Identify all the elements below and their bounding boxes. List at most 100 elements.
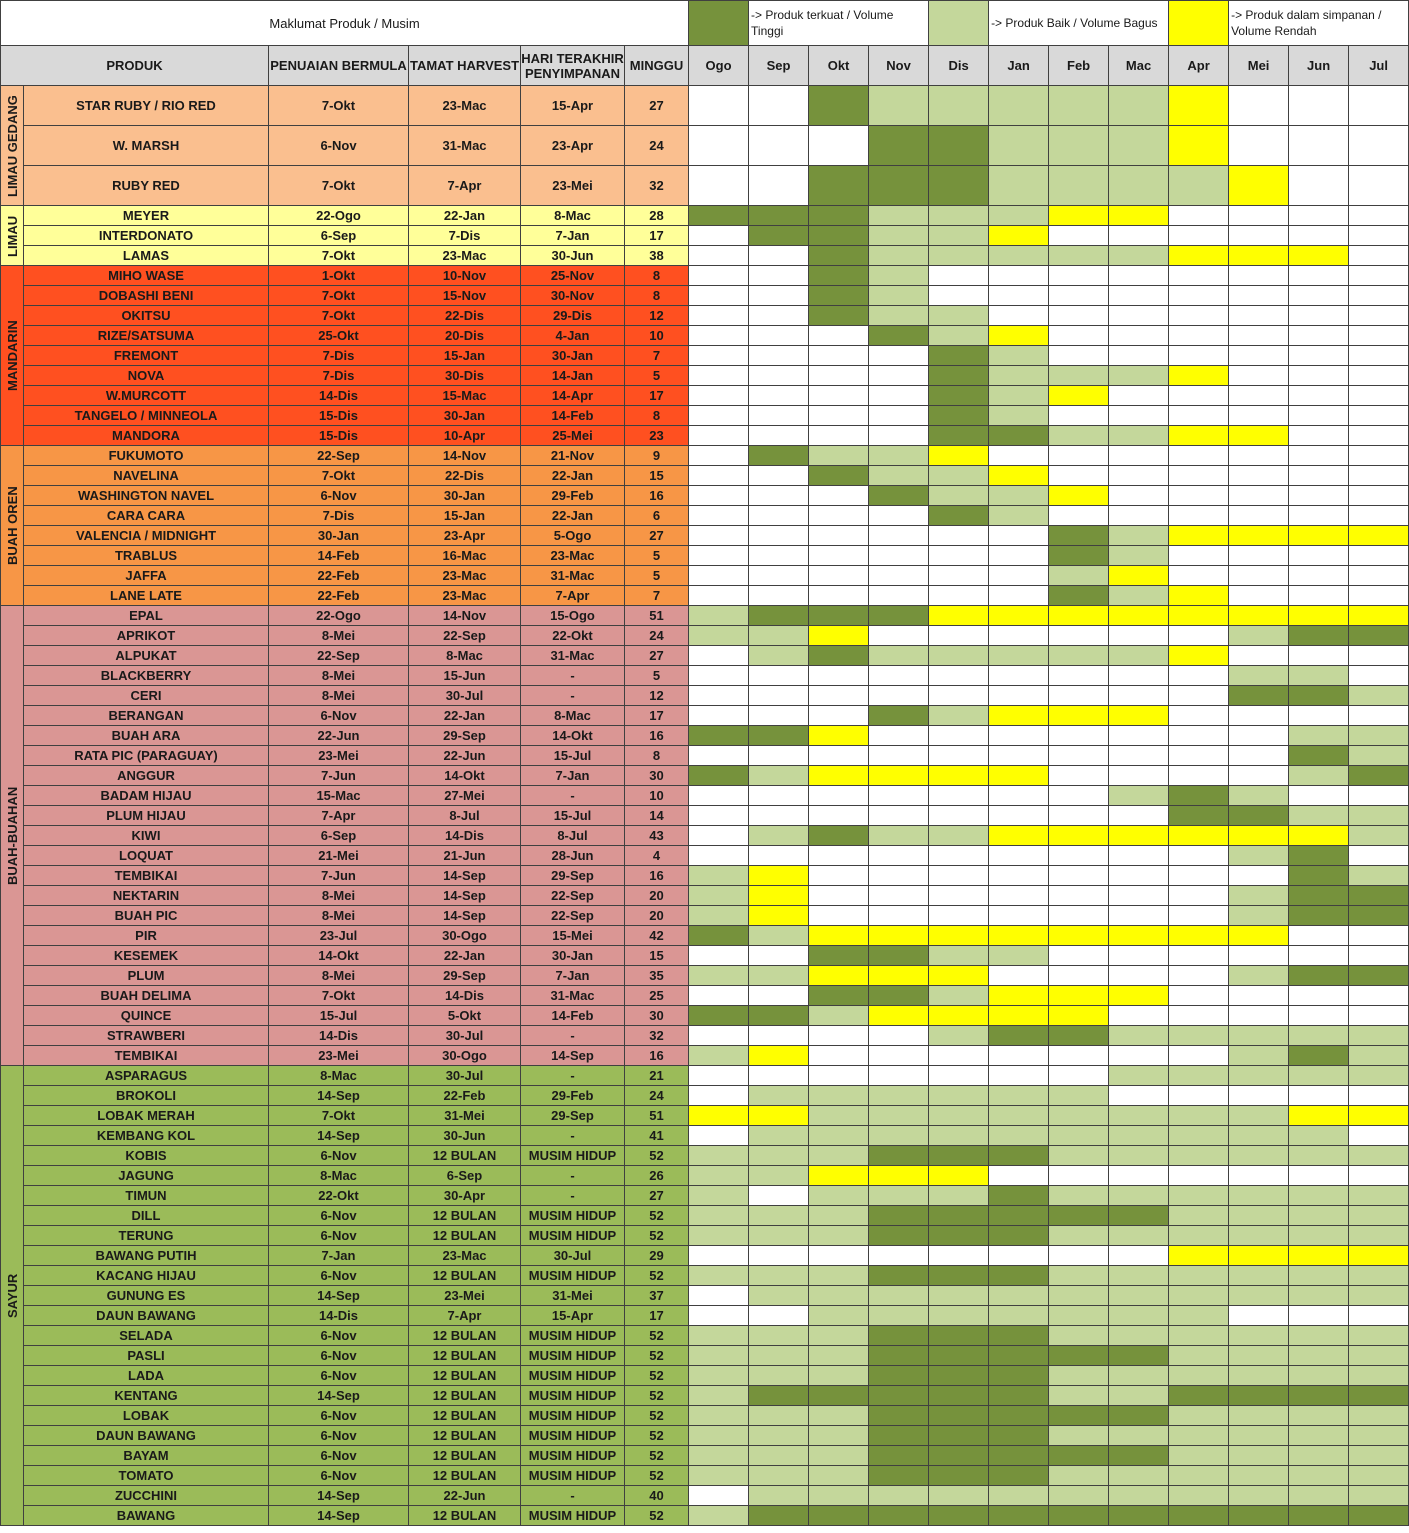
cell-end: 22-Jun (408, 1485, 521, 1506)
month-cell (1048, 1365, 1110, 1386)
month-cell (1168, 565, 1230, 586)
month-cell (1288, 1445, 1350, 1466)
cell-end: 12 BULAN (408, 1445, 521, 1466)
month-cell (1108, 1165, 1170, 1186)
month-cell (1108, 605, 1170, 626)
month-cell (1348, 1065, 1409, 1086)
month-cell (928, 645, 990, 666)
product-row: RIZE/SATSUMA 25-Okt 20-Dis 4-Jan 10 (1, 325, 1409, 346)
cell-start: 6-Nov (268, 1465, 409, 1486)
product-row: KACANG HIJAU 6-Nov 12 BULAN MUSIM HIDUP 52 (1, 1265, 1409, 1286)
month-cell (808, 865, 870, 886)
cell-end: 23-Mac (408, 85, 521, 126)
month-cell (928, 125, 990, 166)
month-cell (1348, 905, 1409, 926)
month-cell (1288, 1345, 1350, 1366)
month-cell (748, 1345, 810, 1366)
month-cell (1348, 205, 1409, 226)
month-cell (1228, 1285, 1290, 1306)
month-cell (1168, 965, 1230, 986)
month-cell (988, 1045, 1050, 1066)
month-cell (808, 1505, 870, 1526)
cell-last: 4-Jan (520, 325, 625, 346)
month-cell (988, 785, 1050, 806)
cell-end: 22-Jun (408, 745, 521, 766)
month-cell (688, 805, 750, 826)
month-cell (1228, 1045, 1290, 1066)
month-cell (988, 945, 1050, 966)
month-cell (1288, 505, 1350, 526)
month-cell (1228, 945, 1290, 966)
month-cell (1168, 945, 1230, 966)
cell-weeks: 4 (623, 845, 690, 866)
cell-start: 7-Okt (268, 85, 409, 126)
month-cell (1168, 405, 1230, 426)
month-cell (928, 525, 990, 546)
month-cell (1288, 605, 1350, 626)
cell-end: 14-Sep (408, 865, 521, 886)
month-cell (988, 985, 1050, 1006)
month-cell (1108, 685, 1170, 706)
cell-weeks: 8 (623, 745, 690, 766)
cell-product: DILL (23, 1205, 269, 1226)
month-header: Jun (1288, 45, 1350, 86)
product-row: VALENCIA / MIDNIGHT 30-Jan 23-Apr 5-Ogo 27 (1, 525, 1409, 546)
cell-end: 12 BULAN (408, 1385, 521, 1406)
month-cell (1288, 985, 1350, 1006)
cell-end: 16-Mac (408, 545, 521, 566)
cell-start: 7-Jun (268, 865, 409, 886)
month-cell (1048, 965, 1110, 986)
month-cell (688, 1245, 750, 1266)
month-cell (868, 205, 930, 226)
cell-last: 31-Mac (520, 565, 625, 586)
cell-weeks: 21 (623, 1065, 690, 1086)
cell-weeks: 25 (623, 985, 690, 1006)
month-cell (1108, 885, 1170, 906)
month-cell (1108, 485, 1170, 506)
month-cell (1048, 905, 1110, 926)
month-cell (988, 765, 1050, 786)
cell-start: 22-Sep (268, 645, 409, 666)
cell-start: 6-Sep (268, 225, 409, 246)
product-row: TRABLUS 14-Feb 16-Mac 23-Mac 5 (1, 545, 1409, 566)
month-cell (688, 705, 750, 726)
cell-weeks: 23 (623, 425, 690, 446)
month-cell (1108, 325, 1170, 346)
month-cell (1168, 485, 1230, 506)
month-cell (808, 1065, 870, 1086)
month-cell (688, 1025, 750, 1046)
month-cell (988, 885, 1050, 906)
month-cell (808, 1045, 870, 1066)
month-cell (1168, 1305, 1230, 1326)
month-cell (928, 905, 990, 926)
month-cell (1108, 1225, 1170, 1246)
month-cell (1228, 245, 1290, 266)
cell-weeks: 5 (623, 545, 690, 566)
month-cell (868, 1505, 930, 1526)
cell-start: 7-Jun (268, 765, 409, 786)
cell-product: MANDORA (23, 425, 269, 446)
month-cell (868, 305, 930, 326)
month-cell (1228, 1385, 1290, 1406)
month-cell (1228, 1165, 1290, 1186)
cell-end: 30-Ogo (408, 925, 521, 946)
cell-end: 12 BULAN (408, 1345, 521, 1366)
cell-end: 12 BULAN (408, 1325, 521, 1346)
product-row: BUAH OREN FUKUMOTO 22-Sep 14-Nov 21-Nov 9 (0, 445, 1409, 606)
cell-end: 14-Sep (408, 905, 521, 926)
cell-last: 23-Mei (520, 165, 625, 206)
cell-weeks: 24 (623, 125, 690, 166)
month-cell (1048, 985, 1110, 1006)
month-cell (868, 925, 930, 946)
cell-start: 22-Ogo (268, 605, 409, 626)
cell-start: 8-Mei (268, 965, 409, 986)
cell-last: - (520, 685, 625, 706)
month-cell (1108, 1025, 1170, 1046)
month-cell (748, 405, 810, 426)
month-cell (688, 1485, 750, 1506)
cell-product: PLUM HIJAU (23, 805, 269, 826)
month-cell (1348, 485, 1409, 506)
cell-start: 6-Nov (268, 125, 409, 166)
month-cell (1228, 1445, 1290, 1466)
